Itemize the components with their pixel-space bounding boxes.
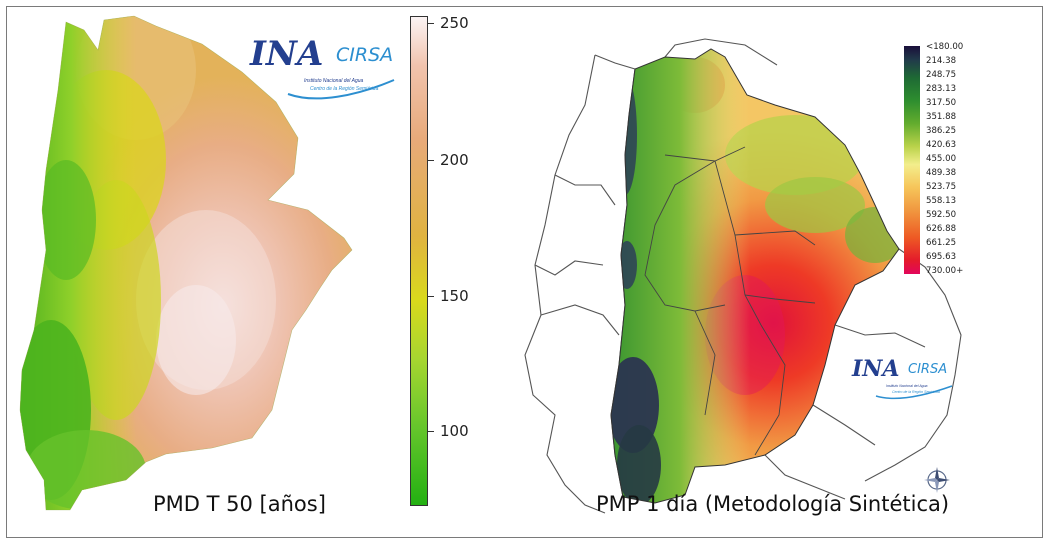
left-caption: PMD T 50 [años] — [153, 492, 326, 516]
right-caption: PMP 1 día (Metodología Sintética) — [596, 492, 950, 516]
logo-wave-icon — [875, 385, 953, 400]
right-colorbar — [904, 46, 920, 274]
colorbar-tickmark — [428, 431, 434, 432]
left-colorbar — [410, 16, 428, 506]
colorbar-tick-150: 150 — [440, 287, 469, 305]
colorbar-tick-100: 100 — [440, 422, 469, 440]
logo-wave-icon — [287, 79, 395, 100]
legend-label: 455.00 — [926, 154, 957, 164]
legend-label: 695.63 — [926, 252, 957, 262]
legend-label: 626.88 — [926, 224, 957, 234]
legend-label: 248.75 — [926, 70, 957, 80]
legend-label: 558.13 — [926, 196, 957, 206]
legend-label: 592.50 — [926, 210, 957, 220]
right-raster-map — [524, 38, 962, 514]
right-ina-logo: INA CIRSA Instituto Nacional del Agua Ce… — [852, 356, 972, 406]
legend-label: 420.63 — [926, 140, 957, 150]
colorbar-tick-200: 200 — [440, 151, 469, 169]
legend-label: 523.75 — [926, 182, 957, 192]
left-raster-map — [19, 15, 353, 511]
compass-rose-icon — [924, 467, 950, 493]
colorbar-tickmark — [428, 160, 434, 161]
legend-label: 489.38 — [926, 168, 957, 178]
colorbar-tickmark — [428, 23, 434, 24]
legend-label: 351.88 — [926, 112, 957, 122]
legend-label: 661.25 — [926, 238, 957, 248]
colorbar-tickmark — [428, 296, 434, 297]
legend-label: <180.00 — [926, 42, 964, 52]
province-boundaries — [644, 146, 816, 456]
legend-label: 283.13 — [926, 84, 957, 94]
left-ina-logo: INA CIRSA Instituto Nacional del Agua Ce… — [250, 34, 400, 104]
legend-label: 317.50 — [926, 98, 957, 108]
colorbar-tick-250: 250 — [440, 14, 469, 32]
legend-label: 386.25 — [926, 126, 957, 136]
legend-label: 730.00+ — [926, 266, 964, 276]
legend-label: 214.38 — [926, 56, 957, 66]
